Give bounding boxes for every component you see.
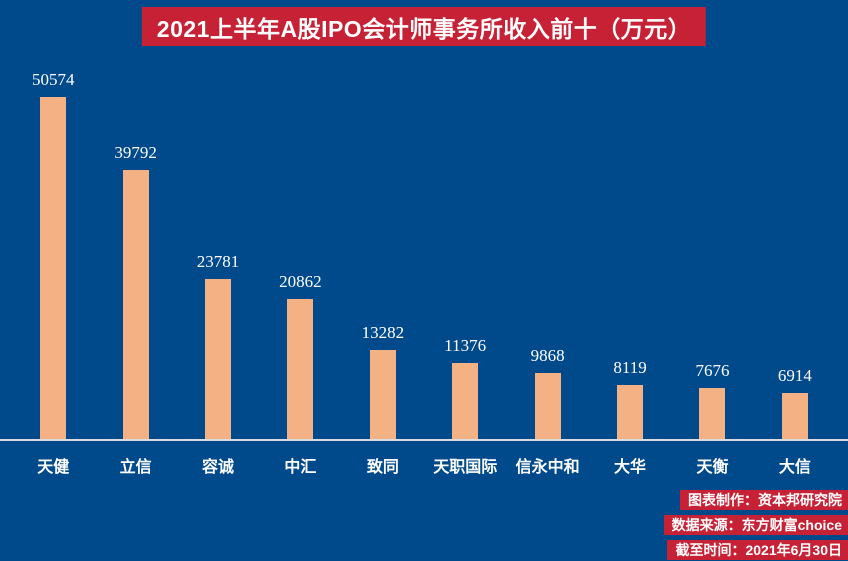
bar-column: 39792 bbox=[94, 143, 176, 440]
category-label: 天衡 bbox=[696, 459, 729, 476]
bar-column: 9868 bbox=[506, 346, 588, 440]
category-row: 天健 立信 容诚 中汇 致同 天职国际 信永中和 大华 天衡 大信 bbox=[12, 453, 836, 477]
value-label: 13282 bbox=[361, 323, 405, 342]
footer-line: 截至时间：2021年6月30日 bbox=[664, 540, 848, 560]
value-label: 20862 bbox=[279, 272, 322, 291]
bar-rect bbox=[617, 385, 644, 440]
bar-column: 11376 bbox=[424, 336, 506, 440]
value-label: 11376 bbox=[444, 336, 487, 355]
bar-column: 13282 bbox=[342, 323, 424, 440]
category-label: 信永中和 bbox=[515, 459, 580, 476]
bar-column: 7676 bbox=[671, 361, 753, 440]
chart-maker-credit: 图表制作：资本邦研究院 bbox=[680, 490, 848, 510]
bar-rect bbox=[534, 373, 561, 440]
value-label: 50574 bbox=[31, 70, 75, 89]
chart-title: 2021上半年A股IPO会计师事务所收入前十（万元） bbox=[156, 15, 692, 42]
bar-column: 8119 bbox=[589, 358, 671, 440]
bar-rect bbox=[287, 299, 314, 440]
source-info: 图表制作：资本邦研究院 数据来源：东方财富choice 截至时间：2021年6月… bbox=[663, 485, 848, 560]
category-label: 致同 bbox=[366, 459, 399, 476]
bar-rect bbox=[369, 350, 396, 440]
value-label: 9868 bbox=[530, 346, 565, 365]
value-label: 7676 bbox=[695, 361, 730, 380]
footer-line: 数据来源：东方财富choice bbox=[663, 515, 848, 535]
footer-line: 图表制作：资本邦研究院 bbox=[664, 490, 848, 510]
category-label: 大华 bbox=[614, 459, 647, 476]
bar-rect bbox=[699, 388, 726, 440]
bar-rect bbox=[452, 363, 479, 440]
value-label: 8119 bbox=[613, 358, 647, 377]
bar-column: 23781 bbox=[177, 252, 259, 440]
title-banner: 2021上半年A股IPO会计师事务所收入前十（万元） bbox=[141, 7, 707, 46]
value-label: 23781 bbox=[196, 252, 240, 271]
bar-rect bbox=[205, 279, 232, 440]
category-label: 天职国际 bbox=[433, 459, 498, 476]
cutoff-date: 截至时间：2021年6月30日 bbox=[667, 540, 848, 560]
x-axis-baseline bbox=[0, 439, 848, 441]
bar-column: 6914 bbox=[754, 366, 836, 440]
bar-rect bbox=[122, 170, 149, 440]
category-label: 容诚 bbox=[202, 459, 235, 476]
value-label: 6914 bbox=[777, 366, 812, 385]
value-label: 39792 bbox=[114, 143, 157, 162]
category-label: 天健 bbox=[37, 459, 70, 476]
bar-column: 50574 bbox=[12, 70, 94, 440]
category-label: 大信 bbox=[778, 459, 811, 476]
plot-area: 50574 39792 23781 20862 13282 11376 9868 8119 76… bbox=[12, 0, 836, 440]
bar-rect bbox=[40, 97, 67, 440]
data-source-credit: 数据来源：东方财富choice bbox=[663, 515, 848, 535]
category-label: 中汇 bbox=[284, 459, 317, 476]
category-label: 立信 bbox=[119, 459, 152, 476]
bar-column: 20862 bbox=[259, 272, 341, 440]
bar-rect bbox=[781, 393, 808, 440]
